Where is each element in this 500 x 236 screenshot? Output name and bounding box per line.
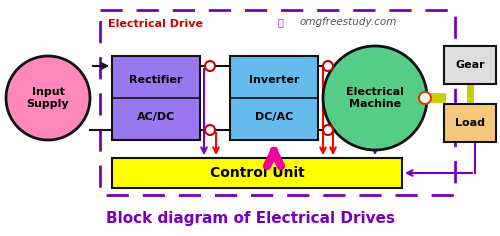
FancyBboxPatch shape xyxy=(230,56,318,140)
Circle shape xyxy=(205,125,215,135)
Text: AC/DC: AC/DC xyxy=(137,112,175,122)
Text: Electrical Drive: Electrical Drive xyxy=(108,19,203,29)
Circle shape xyxy=(205,61,215,71)
FancyBboxPatch shape xyxy=(112,56,200,140)
Text: Input
Supply: Input Supply xyxy=(26,87,70,109)
Circle shape xyxy=(323,125,333,135)
Text: Electrical
Machine: Electrical Machine xyxy=(346,87,404,109)
Text: omgfreestudy.com: omgfreestudy.com xyxy=(300,17,398,27)
Ellipse shape xyxy=(6,56,90,140)
Text: DC/AC: DC/AC xyxy=(255,112,293,122)
Text: Block diagram of Electrical Drives: Block diagram of Electrical Drives xyxy=(106,211,395,226)
Text: Load: Load xyxy=(455,118,485,128)
Text: Gear: Gear xyxy=(455,60,485,70)
Text: Inverter: Inverter xyxy=(249,75,299,84)
Circle shape xyxy=(419,92,431,104)
Text: 📚: 📚 xyxy=(278,17,284,27)
Circle shape xyxy=(323,61,333,71)
FancyBboxPatch shape xyxy=(112,158,402,188)
FancyBboxPatch shape xyxy=(444,46,496,84)
Text: Rectifier: Rectifier xyxy=(130,75,182,84)
Text: Control Unit: Control Unit xyxy=(210,166,304,180)
FancyBboxPatch shape xyxy=(444,104,496,142)
Ellipse shape xyxy=(323,46,427,150)
